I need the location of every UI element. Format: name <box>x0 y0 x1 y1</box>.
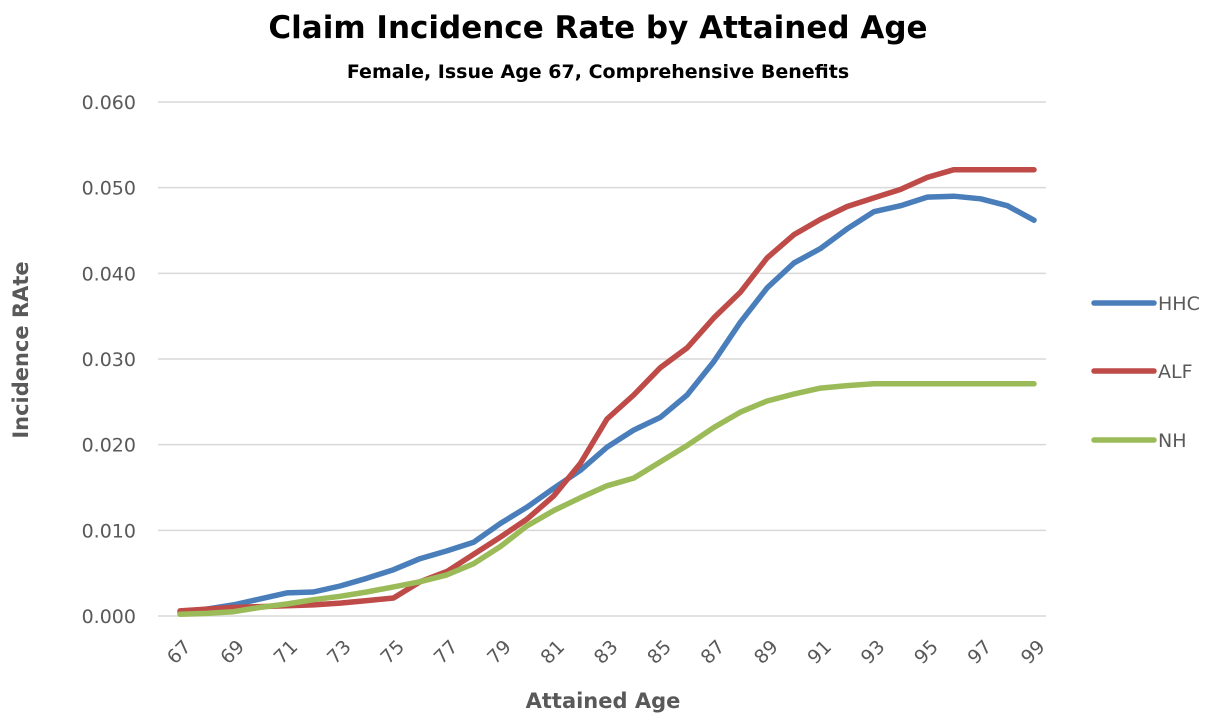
y-axis-title: Incidence RAte <box>9 261 33 438</box>
x-tick-label: 77 <box>430 636 463 669</box>
legend-label-alf: ALF <box>1158 361 1193 383</box>
y-axis-tick-labels: 0.000 0.010 0.020 0.030 0.040 0.050 0.060 <box>82 92 136 628</box>
series-line-alf <box>177 166 1037 614</box>
x-tick-label: 69 <box>216 636 249 669</box>
series-line-hhc <box>177 193 1037 616</box>
x-tick-label: 79 <box>483 636 516 669</box>
y-tick-label: 0.040 <box>82 263 136 285</box>
x-tick-label: 89 <box>750 636 783 669</box>
x-axis-tick-labels: 67 69 71 73 75 77 79 81 83 85 87 89 91 93 95 97 99 <box>163 636 1050 669</box>
x-tick-label: 85 <box>643 636 676 669</box>
legend: HHC ALF NH <box>1091 293 1200 452</box>
series-lines <box>177 166 1037 618</box>
x-tick-label: 91 <box>803 636 836 669</box>
y-tick-label: 0.060 <box>82 92 136 114</box>
legend-label-nh: NH <box>1158 430 1187 452</box>
x-tick-label: 67 <box>163 636 196 669</box>
x-tick-label: 93 <box>857 636 890 669</box>
x-tick-label: 73 <box>323 636 356 669</box>
x-tick-label: 99 <box>1017 636 1050 669</box>
y-tick-label: 0.050 <box>82 178 136 200</box>
legend-label-hhc: HHC <box>1158 293 1200 315</box>
y-tick-label: 0.020 <box>82 435 136 457</box>
x-tick-label: 95 <box>910 636 943 669</box>
x-axis-title: Attained Age <box>526 689 681 713</box>
y-tick-label: 0.030 <box>82 349 136 371</box>
x-tick-label: 87 <box>697 636 730 669</box>
x-tick-label: 83 <box>590 636 623 669</box>
x-tick-label: 81 <box>537 636 570 669</box>
x-tick-label: 75 <box>376 636 409 669</box>
chart-title: Claim Incidence Rate by Attained Age <box>268 10 927 46</box>
chart-subtitle: Female, Issue Age 67, Comprehensive Bene… <box>347 61 849 83</box>
series-line-nh <box>177 381 1037 618</box>
y-tick-label: 0.000 <box>82 606 136 628</box>
x-tick-label: 71 <box>270 636 303 669</box>
x-tick-label: 97 <box>964 636 997 669</box>
y-tick-label: 0.010 <box>82 520 136 542</box>
gridlines <box>158 101 1046 617</box>
